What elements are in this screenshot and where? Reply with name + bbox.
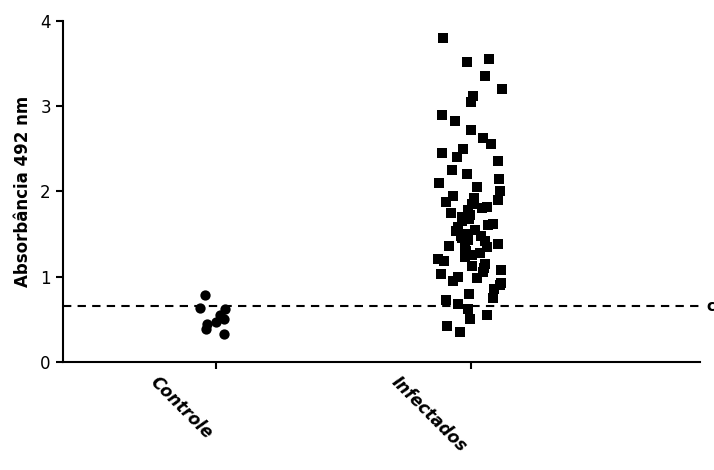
Point [481, 311, 493, 319]
Point [477, 268, 488, 276]
Point [200, 326, 211, 333]
Point [497, 85, 508, 93]
Point [438, 258, 449, 265]
Point [479, 260, 491, 267]
Point [462, 230, 473, 238]
Point [468, 92, 479, 100]
Point [441, 198, 452, 205]
Point [492, 196, 503, 204]
Point [450, 227, 461, 235]
Point [456, 213, 468, 220]
Point [463, 215, 475, 222]
Point [480, 72, 491, 80]
Point [214, 311, 226, 319]
Point [199, 291, 211, 299]
Point [496, 280, 507, 287]
Point [453, 223, 464, 231]
Point [464, 212, 476, 219]
Point [460, 245, 471, 252]
Point [463, 305, 474, 313]
Point [480, 237, 491, 244]
Point [476, 204, 488, 212]
Point [436, 270, 447, 278]
Point [433, 179, 445, 187]
Point [459, 253, 471, 261]
Point [463, 290, 475, 298]
Point [460, 247, 471, 255]
Point [495, 266, 506, 274]
Point [488, 286, 499, 293]
Point [447, 192, 458, 199]
Point [466, 263, 478, 270]
Point [468, 195, 480, 202]
Point [455, 232, 466, 239]
Point [492, 240, 503, 248]
Point [219, 305, 231, 313]
Point [452, 273, 463, 280]
Point [437, 34, 448, 42]
Point [218, 331, 230, 338]
Point [456, 235, 468, 242]
Point [465, 98, 476, 106]
Point [481, 203, 493, 211]
Point [462, 171, 473, 178]
Point [485, 141, 496, 148]
Point [495, 188, 506, 195]
Point [461, 58, 472, 65]
Point [465, 126, 476, 134]
Point [201, 321, 212, 328]
Point [477, 135, 488, 142]
Point [436, 149, 448, 157]
Point [218, 315, 230, 323]
Point [466, 200, 478, 208]
Y-axis label: Absorbância 492 nm: Absorbância 492 nm [14, 96, 32, 287]
Point [448, 277, 459, 284]
Point [471, 183, 483, 191]
Point [210, 318, 221, 325]
Point [492, 158, 503, 165]
Point [494, 282, 506, 289]
Point [194, 304, 206, 312]
Point [471, 274, 483, 282]
Point [470, 226, 481, 234]
Point [446, 166, 458, 174]
Point [463, 206, 474, 214]
Point [493, 175, 505, 182]
Point [476, 233, 487, 240]
Text: cut off: cut off [708, 299, 714, 314]
Point [474, 249, 486, 257]
Point [483, 55, 495, 63]
Point [432, 256, 443, 263]
Point [488, 220, 499, 227]
Point [451, 154, 462, 161]
Point [457, 145, 468, 152]
Point [459, 239, 471, 246]
Point [488, 294, 499, 302]
Point [462, 236, 473, 243]
Point [481, 243, 493, 251]
Point [464, 315, 476, 323]
Point [455, 328, 466, 336]
Point [452, 300, 463, 307]
Point [441, 322, 452, 330]
Point [443, 242, 455, 250]
Point [456, 218, 468, 225]
Point [436, 111, 448, 118]
Point [466, 251, 478, 259]
Point [446, 209, 457, 216]
Point [478, 264, 489, 272]
Point [483, 222, 494, 229]
Point [441, 297, 452, 304]
Point [450, 118, 461, 125]
